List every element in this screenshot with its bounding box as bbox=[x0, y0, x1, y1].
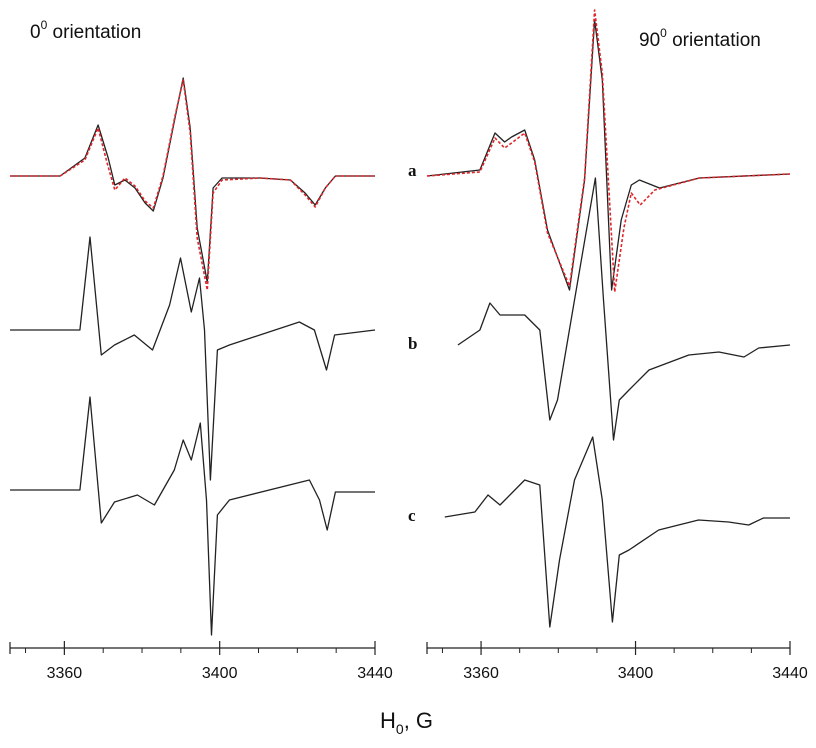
spectrum-line bbox=[10, 236, 376, 481]
x-axis-label: H0, G bbox=[380, 708, 433, 737]
label-subscript: 0 bbox=[396, 721, 404, 737]
trace-label: c bbox=[408, 506, 416, 525]
chart-title: 00 orientation bbox=[30, 18, 141, 43]
title-text: 90 bbox=[639, 30, 660, 51]
chart-title: 900 orientation bbox=[639, 26, 761, 51]
x-tick-label: 3400 bbox=[202, 665, 238, 682]
title-text: orientation bbox=[47, 22, 141, 43]
label-text: H bbox=[380, 708, 396, 733]
x-tick-label: 3440 bbox=[357, 665, 393, 682]
spectrum-line bbox=[10, 396, 375, 636]
spectrum-line bbox=[444, 436, 790, 628]
spectrum-line bbox=[10, 77, 375, 283]
x-tick-label: 3400 bbox=[618, 665, 654, 682]
title-text: 0 bbox=[30, 22, 41, 43]
spectrum-line bbox=[10, 79, 375, 291]
label-text: , G bbox=[404, 708, 433, 733]
spectrum-line bbox=[426, 19, 791, 291]
spectrum-line bbox=[426, 9, 791, 293]
x-tick-label: 3440 bbox=[772, 665, 808, 682]
title-superscript: 0 bbox=[660, 26, 667, 40]
trace-label: a bbox=[408, 161, 417, 180]
title-superscript: 0 bbox=[41, 18, 48, 32]
spectrum-line bbox=[457, 177, 791, 441]
title-text: orientation bbox=[667, 30, 761, 51]
x-tick-label: 3360 bbox=[463, 665, 499, 682]
trace-label: b bbox=[408, 334, 417, 353]
x-tick-label: 3360 bbox=[47, 665, 83, 682]
